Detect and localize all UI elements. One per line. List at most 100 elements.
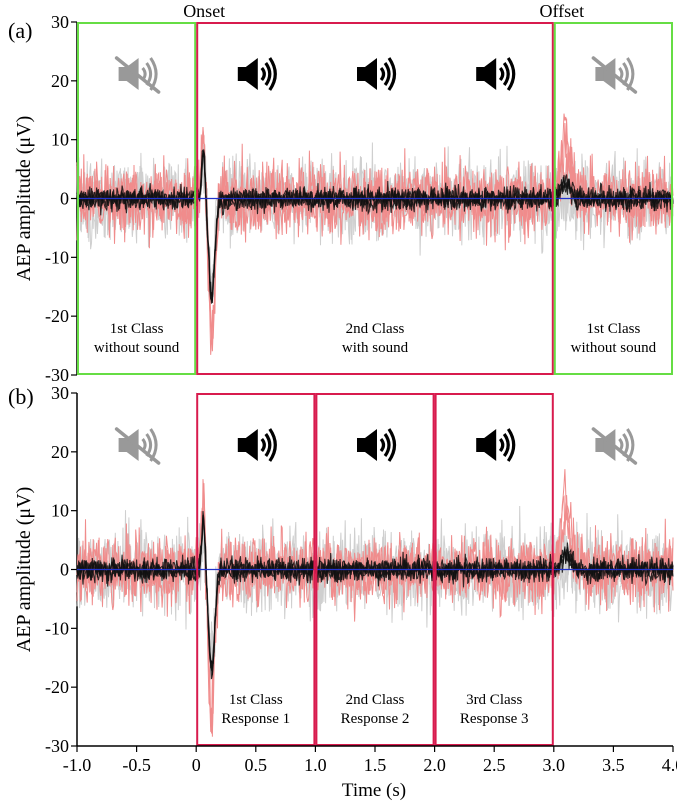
- speaker-on-icon: [476, 428, 516, 462]
- x-tick-label: 3.0: [543, 755, 566, 775]
- y-tick-label: 20: [51, 442, 69, 462]
- speaker-cone: [245, 429, 258, 461]
- speaker-on-icon: [357, 428, 397, 462]
- speaker-body: [118, 438, 128, 452]
- speaker-on-icon: [357, 57, 397, 91]
- speaker-cone: [603, 429, 616, 461]
- sound-wave: [268, 428, 277, 462]
- region-box: [553, 22, 673, 375]
- speaker-cone: [245, 58, 258, 90]
- sound-wave: [502, 433, 510, 457]
- speaker-body: [476, 438, 486, 452]
- panel-label: (b): [8, 384, 34, 409]
- x-tick-label: 2.0: [423, 755, 446, 775]
- region-label: 3rd Class: [466, 692, 522, 708]
- y-tick-label: -20: [45, 306, 69, 326]
- x-tick-label: 3.5: [602, 755, 625, 775]
- region-label: without sound: [94, 340, 180, 356]
- annotation-label: Onset: [183, 1, 225, 21]
- x-tick-label: 0: [192, 755, 201, 775]
- sound-wave: [502, 62, 510, 86]
- speaker-on-icon: [237, 428, 277, 462]
- region-label: Response 2: [341, 711, 410, 727]
- region-label: Response 1: [221, 711, 290, 727]
- pink-trace: [76, 113, 674, 346]
- y-tick-label: 10: [51, 501, 69, 521]
- speaker-cone: [126, 58, 139, 90]
- region-label: Response 3: [460, 711, 529, 727]
- sound-wave: [379, 66, 386, 82]
- speaker-body: [237, 67, 247, 81]
- sound-wave: [387, 428, 397, 462]
- x-tick-label: 2.5: [483, 755, 506, 775]
- speaker-cone: [365, 58, 377, 90]
- speaker-on-icon: [237, 57, 277, 91]
- x-tick-label: -0.5: [122, 755, 151, 775]
- speaker-muted-icon: [114, 56, 161, 94]
- speaker-cone: [365, 429, 377, 461]
- x-axis-label: Time (s): [342, 780, 406, 801]
- sound-wave: [506, 57, 516, 91]
- speaker-cone: [126, 429, 139, 461]
- sound-wave: [260, 437, 266, 453]
- mute-slash: [591, 427, 638, 465]
- y-tick-label: 30: [51, 12, 69, 32]
- sound-wave: [506, 428, 516, 462]
- traces: [76, 113, 674, 355]
- region-label: with sound: [342, 340, 409, 356]
- y-tick-label: -10: [45, 247, 69, 267]
- x-tick-label: 1.5: [364, 755, 387, 775]
- region-box: [315, 393, 435, 746]
- speaker-body: [118, 67, 128, 81]
- y-tick-label: -30: [45, 365, 69, 385]
- speaker-body: [595, 67, 605, 81]
- region-label: 1st Class: [110, 321, 164, 337]
- y-tick-label: 10: [51, 130, 69, 150]
- y-tick-label: 0: [60, 189, 69, 209]
- speaker-body: [595, 438, 605, 452]
- speaker-cone: [484, 429, 497, 461]
- sound-wave: [498, 437, 505, 453]
- panel-b: (b) 30 20 10 0 -10 -20 -30 AEP amplitude (μV) 1st…: [8, 383, 674, 756]
- speaker-muted-icon: [114, 427, 161, 465]
- y-tick-label: 30: [51, 383, 69, 403]
- speaker-body: [476, 67, 486, 81]
- dark-trace: [76, 148, 674, 304]
- sound-wave: [260, 66, 266, 82]
- panel-label: (a): [8, 18, 32, 43]
- speaker-on-icon: [476, 57, 516, 91]
- y-axis-label: AEP amplitude (μV): [13, 116, 35, 282]
- x-tick-label: 0.5: [245, 755, 268, 775]
- sound-wave: [268, 57, 277, 91]
- region-label: without sound: [571, 340, 657, 356]
- traces: [76, 469, 674, 737]
- sound-wave: [383, 433, 391, 457]
- annotation-label: Offset: [539, 1, 584, 21]
- sound-wave: [387, 57, 397, 91]
- speaker-cone: [603, 58, 616, 90]
- speaker-body: [357, 67, 366, 81]
- y-axis-label: AEP amplitude (μV): [13, 487, 35, 653]
- sound-wave: [264, 62, 272, 86]
- mute-slash: [114, 56, 161, 94]
- speaker-body: [357, 438, 366, 452]
- y-tick-label: 0: [60, 560, 69, 580]
- region-label: 2nd Class: [346, 321, 405, 337]
- speaker-muted-icon: [591, 427, 638, 465]
- x-tick-label: 4.0: [662, 755, 677, 775]
- region-box: [434, 393, 554, 746]
- y-tick-label: -20: [45, 677, 69, 697]
- sound-wave: [498, 66, 505, 82]
- mute-slash: [591, 56, 638, 94]
- panel-a: (a) 30 20 10 0 -10 -20 -30 AEP amplitude (μV) 1st…: [8, 1, 674, 385]
- mute-slash: [114, 427, 161, 465]
- x-axis-ticks: -1.0 -0.5 0 0.5 1.0 1.5 2.0 2.5 3.0 3.5 4.0: [63, 745, 677, 775]
- x-tick-label: -1.0: [63, 755, 92, 775]
- region-box: [196, 393, 316, 746]
- y-tick-label: -10: [45, 618, 69, 638]
- speaker-muted-icon: [591, 56, 638, 94]
- region-label: 1st Class: [587, 321, 641, 337]
- y-tick-label: 20: [51, 71, 69, 91]
- sound-wave: [379, 437, 386, 453]
